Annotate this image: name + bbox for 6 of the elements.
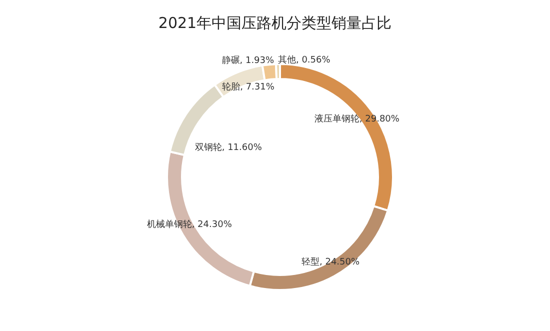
chart-title: 2021年中国压路机分类型销量占比 [157, 13, 393, 33]
slice-label: 静碾, 1.93% [222, 54, 275, 66]
slice-label: 轮胎, 7.31% [222, 81, 275, 92]
slice-label: 机械单钢轮, 24.30% [146, 218, 232, 230]
slice-label: 其他, 0.56% [278, 54, 331, 66]
slice-label: 双钢轮, 11.60% [194, 142, 262, 154]
